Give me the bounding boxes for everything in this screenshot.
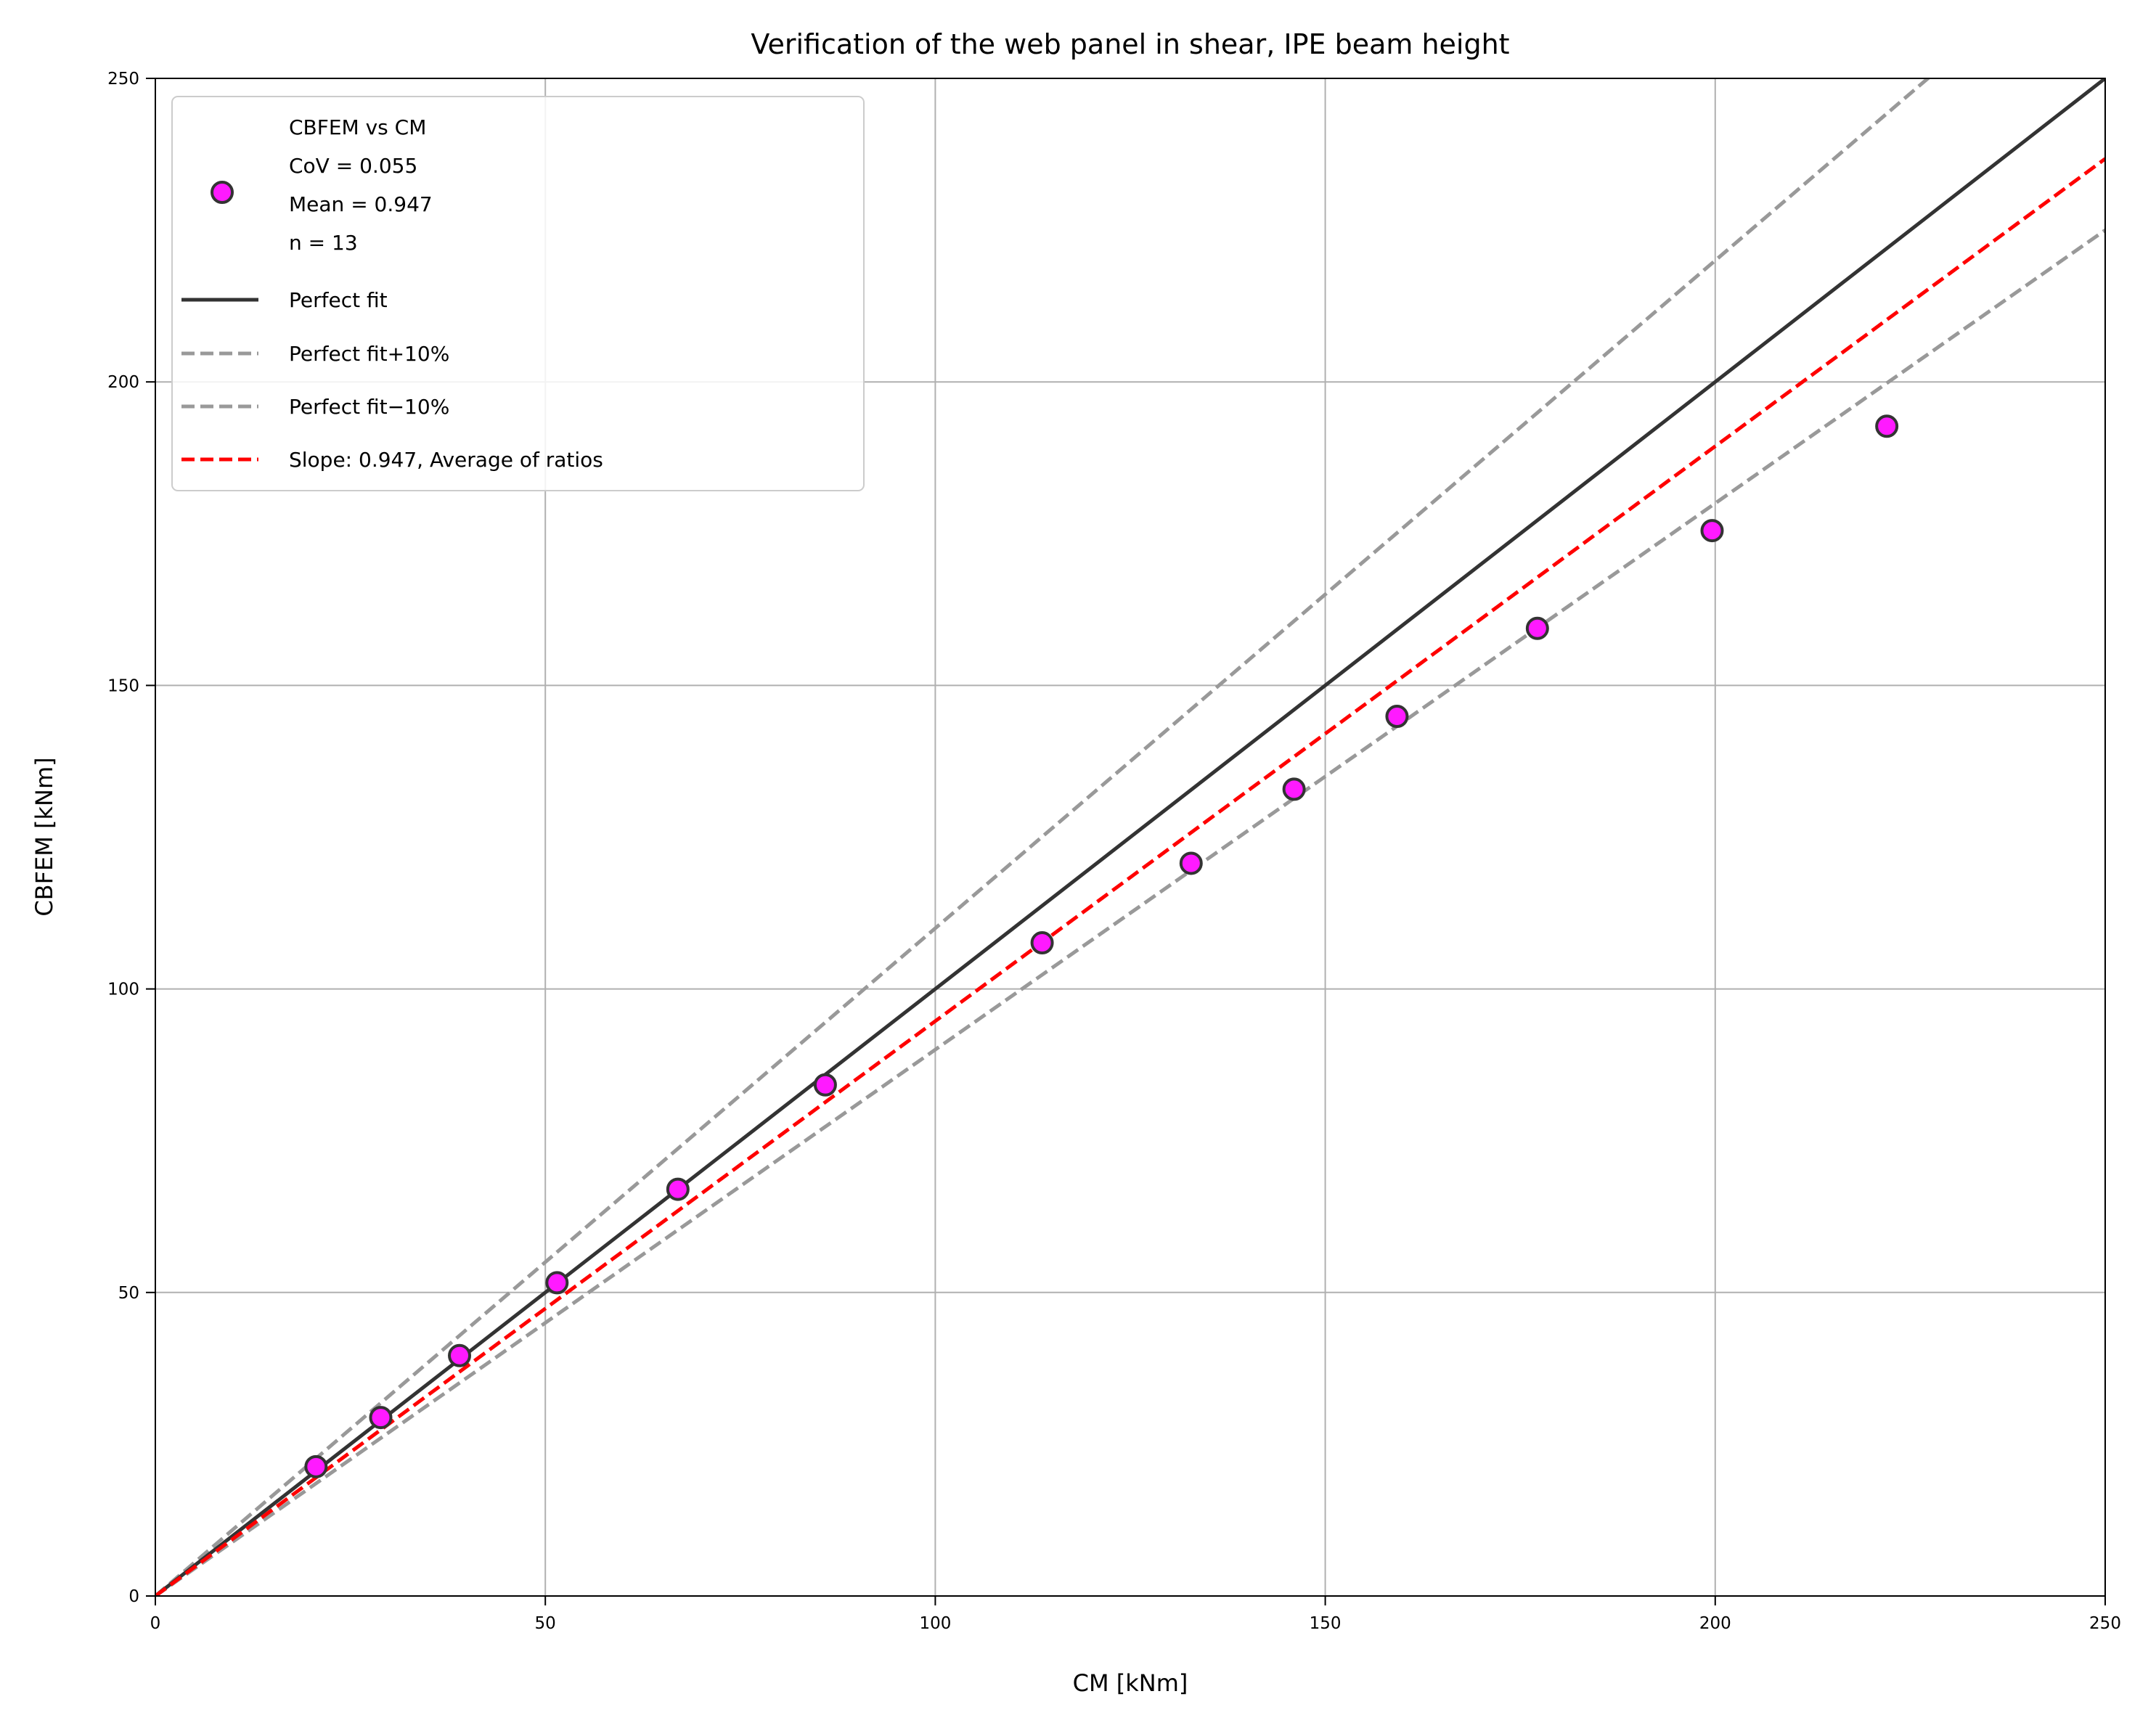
data-point (448, 1343, 472, 1367)
data-point (1525, 616, 1549, 640)
legend-label-scatter: CBFEM vs CM (289, 115, 426, 139)
y-tick-label: 0 (128, 1587, 139, 1606)
data-point (1179, 851, 1203, 875)
x-tick-label: 50 (535, 1614, 556, 1633)
legend-label-plus10: Perfect fit+10% (289, 342, 449, 366)
ticks: 0 50 100 150 200 250 0 50 100 150 200 250 (107, 70, 2121, 1633)
y-tick-label: 250 (107, 70, 139, 89)
fit-line-3 (155, 229, 2105, 1596)
x-tick-label: 0 (150, 1614, 161, 1633)
fit-line-2 (155, 78, 1931, 1596)
y-tick-label: 100 (107, 981, 139, 999)
legend-n: n = 13 (289, 231, 358, 255)
legend-box (171, 96, 865, 491)
y-tick-label: 200 (107, 373, 139, 392)
data-point (369, 1406, 393, 1430)
x-tick-label: 200 (1699, 1614, 1731, 1633)
data-point (1700, 519, 1724, 543)
data-point (813, 1073, 837, 1097)
y-tick-label: 150 (107, 676, 139, 695)
data-point (1385, 705, 1409, 729)
data-points (304, 414, 1899, 1478)
plot-frame (155, 78, 2106, 1597)
data-point (304, 1454, 328, 1478)
legend-marker-scatter (211, 181, 234, 204)
data-point (1030, 931, 1054, 955)
chart-title: Verification of the web panel in shear, … (751, 28, 1509, 60)
fit-lines (155, 78, 2105, 1596)
data-point (1282, 777, 1306, 801)
x-axis-label: CM [kNm] (1073, 1669, 1188, 1697)
grid (155, 78, 2106, 1597)
data-point (666, 1177, 690, 1201)
legend-label-minus10: Perfect fit−10% (289, 395, 449, 419)
x-tick-label: 150 (1310, 1614, 1342, 1633)
y-tick-label: 50 (118, 1284, 139, 1303)
x-tick-label: 100 (919, 1614, 951, 1633)
legend-cov: CoV = 0.055 (289, 154, 417, 178)
data-point (1875, 414, 1899, 438)
legend-label-perfect-fit: Perfect fit (289, 288, 388, 312)
fit-line-4 (155, 157, 2105, 1596)
fit-line-1 (155, 78, 2105, 1596)
legend: CBFEM vs CM CoV = 0.055 Mean = 0.947 n =… (171, 96, 865, 491)
y-axis-label: CBFEM [kNm] (30, 757, 58, 916)
legend-label-slope: Slope: 0.947, Average of ratios (289, 448, 603, 472)
data-point (545, 1271, 569, 1295)
legend-mean: Mean = 0.947 (289, 192, 433, 216)
x-tick-label: 250 (2089, 1614, 2121, 1633)
